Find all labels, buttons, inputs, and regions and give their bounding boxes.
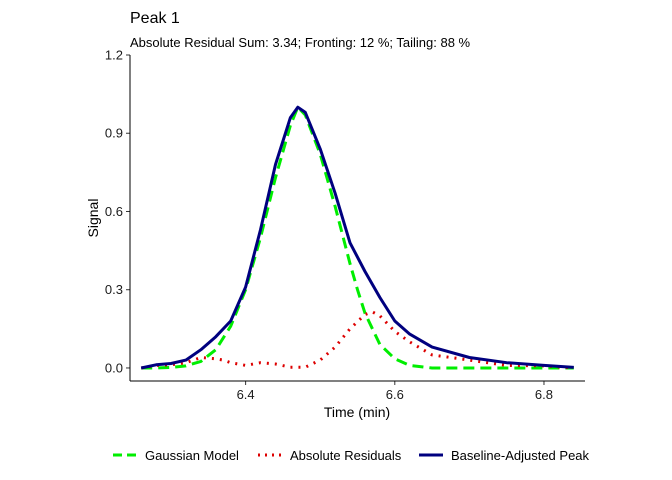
series-line-gaussian-model — [141, 105, 574, 370]
y-tick-label: 0.6 — [105, 204, 123, 219]
series-line-absolute-residuals — [140, 310, 574, 370]
x-axis-ticks: 6.4 6.6 6.8 — [237, 381, 553, 402]
y-axis-label: Signal — [85, 199, 101, 238]
y-tick-label: 0.0 — [105, 360, 123, 375]
legend-label: Baseline-Adjusted Peak — [451, 448, 590, 463]
y-tick-label: 1.2 — [105, 48, 123, 63]
chart-subtitle: Absolute Residual Sum: 3.34; Fronting: 1… — [130, 35, 471, 50]
legend-label: Absolute Residuals — [290, 448, 402, 463]
x-tick-label: 6.6 — [386, 387, 404, 402]
legend-label: Gaussian Model — [145, 448, 239, 463]
series-layer — [140, 105, 574, 370]
x-tick-label: 6.8 — [535, 387, 553, 402]
y-tick-label: 0.3 — [105, 282, 123, 297]
y-axis-ticks: 0.0 0.3 0.6 0.9 1.2 — [105, 48, 130, 375]
x-tick-label: 6.4 — [237, 387, 255, 402]
legend: Gaussian Model Absolute Residuals Baseline… — [113, 448, 590, 463]
y-tick-label: 0.9 — [105, 126, 123, 141]
series-line-baseline-adjusted-peak — [140, 105, 574, 370]
chart-title: Peak 1 — [130, 10, 180, 27]
x-axis-label: Time (min) — [324, 404, 390, 420]
